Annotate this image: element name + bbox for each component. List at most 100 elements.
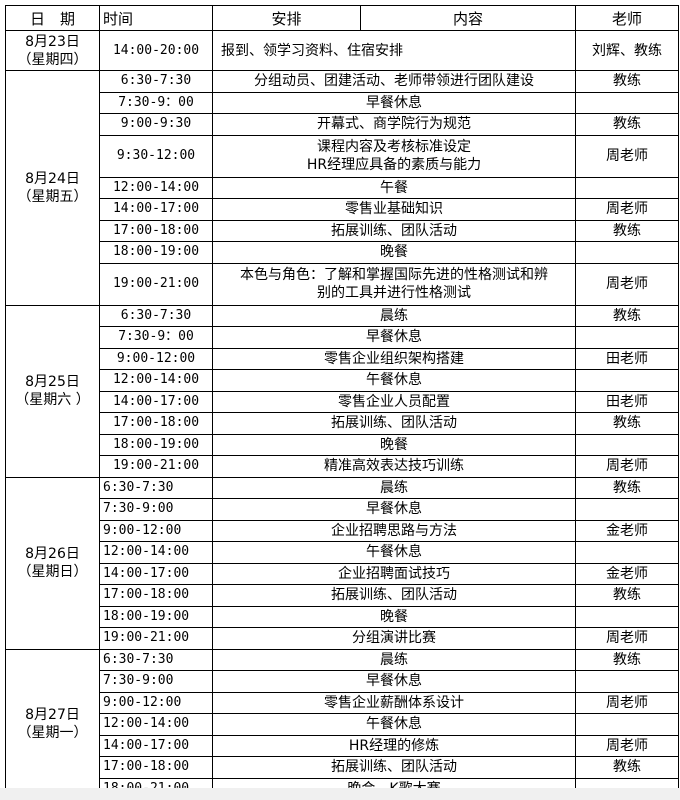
- content-line: 课程内容及考核标准设定: [317, 139, 471, 155]
- content-line: HR经理的修炼: [348, 737, 440, 754]
- table-row: 12:00-14:00 午餐休息: [6, 369, 679, 392]
- date-cell: 8月26日 （星期日）: [5, 476, 100, 650]
- content-line: 拓展训练、团队活动: [331, 759, 457, 776]
- content-cell: 拓展训练、团队活动: [212, 584, 576, 607]
- weekday-text: （星期一）: [17, 725, 88, 742]
- content-cell: 企业招聘思路与方法: [212, 519, 576, 542]
- weekday-text: （星期五）: [17, 188, 88, 205]
- teacher-cell: 教练: [575, 476, 679, 499]
- content-cell: 拓展训练、团队活动: [212, 412, 576, 435]
- teacher-cell: [575, 498, 679, 521]
- content-line: 分组演讲比赛: [352, 630, 436, 647]
- schedule-body: 8月23日 （星期四） 14:00-20:00 报到、领学习资料、住宿安排 刘辉、教练 8…: [5, 30, 679, 800]
- table-row: 17:00-18:00 拓展训练、团队活动 教练: [6, 756, 679, 779]
- table-row: 12:00-14:00 午餐休息: [6, 541, 679, 564]
- content-cell: 课程内容及考核标准设定 HR经理应具备的素质与能力: [212, 134, 576, 178]
- content-cell: HR经理的修炼: [212, 734, 576, 757]
- table-row: 9:00-9:30 开幕式、商学院行为规范 教练: [6, 113, 679, 136]
- weekday-text: （星期六 ）: [15, 392, 90, 408]
- table-row: 17:00-18:00 拓展训练、团队活动 教练: [6, 219, 679, 242]
- content-line: 拓展训练、团队活动: [331, 415, 457, 432]
- teacher-cell: [575, 369, 679, 392]
- teacher-cell: [575, 176, 679, 199]
- weekday-text: （星期日）: [17, 564, 88, 580]
- table-row: 14:00-17:00 企业招聘面试技巧 金老师: [6, 562, 679, 585]
- time-cell: 19:00-21:00: [99, 627, 213, 650]
- content-cell: 企业招聘面试技巧: [212, 562, 576, 585]
- table-row: 8月25日 （星期六 ） 6:30-7:30 晨练 教练: [5, 304, 679, 478]
- time-cell: 14:00-20:00: [99, 30, 213, 71]
- content-line: 零售业基础知识: [345, 201, 443, 218]
- content-line: 晨练: [380, 307, 408, 324]
- table-row: 9:00-12:00 零售企业组织架构搭建 田老师: [6, 347, 679, 370]
- time-cell: 19:00-21:00: [99, 455, 213, 478]
- content-cell: 晨练: [212, 476, 576, 499]
- content-cell: 晨练: [212, 648, 576, 671]
- content-cell: 早餐休息: [212, 91, 576, 114]
- date-cell: 8月23日 （星期四）: [5, 30, 100, 71]
- content-line: 本色与角色：了解和掌握国际先进的性格测试和辨: [240, 267, 548, 283]
- header-row: 日 期 时间 安排 内容 老师: [5, 5, 679, 31]
- time-cell: 7:30-9：00: [99, 91, 213, 114]
- table-row: 9:30-12:00 课程内容及考核标准设定 HR经理应具备的素质与能力 周老师: [6, 134, 679, 178]
- time-cell: 14:00-17:00: [99, 390, 213, 413]
- content-line: 晨练: [380, 651, 408, 668]
- teacher-cell: 教练: [575, 304, 679, 327]
- table-row: 8月27日 （星期一） 6:30-7:30 晨练 教练: [5, 648, 679, 800]
- time-cell: 6:30-7:30: [99, 304, 213, 327]
- time-cell: 6:30-7:30: [99, 70, 213, 93]
- teacher-cell: 金老师: [575, 519, 679, 542]
- teacher-cell: 教练: [575, 412, 679, 435]
- teacher-cell: [575, 713, 679, 736]
- teacher-cell: 周老师: [575, 455, 679, 478]
- teacher-cell: 周老师: [575, 262, 679, 306]
- content-cell: 晚餐: [212, 605, 576, 628]
- content-cell: 早餐休息: [212, 670, 576, 693]
- header-arrangement: 安排: [212, 5, 361, 31]
- content-line: 晚餐: [380, 436, 408, 453]
- time-cell: 14:00-17:00: [99, 734, 213, 757]
- time-cell: 19:00-21:00: [99, 262, 213, 306]
- time-cell: 17:00-18:00: [99, 219, 213, 242]
- content-line: 企业招聘面试技巧: [338, 565, 450, 582]
- table-row: 12:00-14:00 午餐休息: [6, 713, 679, 736]
- table-row: 19:00-21:00 分组演讲比赛 周老师: [6, 627, 679, 650]
- teacher-cell: [575, 541, 679, 564]
- content-cell: 精准高效表达技巧训练: [212, 455, 576, 478]
- content-cell: 零售企业薪酬体系设计: [212, 691, 576, 714]
- content-cell: 分组动员、团建活动、老师带领进行团队建设: [212, 70, 576, 93]
- time-cell: 7:30-9:00: [99, 498, 213, 521]
- content-cell: 拓展训练、团队活动: [212, 219, 576, 242]
- time-cell: 18:00-19:00: [99, 433, 213, 456]
- content-line: 午餐休息: [366, 544, 422, 561]
- content-cell: 开幕式、商学院行为规范: [212, 113, 576, 136]
- table-row: 18:00-19:00 晚餐: [6, 433, 679, 456]
- content-cell: 早餐休息: [212, 326, 576, 349]
- teacher-cell: 金老师: [575, 562, 679, 585]
- teacher-cell: 教练: [575, 584, 679, 607]
- date-cell: 8月24日 （星期五）: [5, 70, 100, 306]
- date-text: 8月24日: [25, 170, 80, 187]
- content-cell: 本色与角色：了解和掌握国际先进的性格测试和辨 别的工具并进行性格测试: [212, 262, 576, 306]
- teacher-cell: 教练: [575, 648, 679, 671]
- table-row: 8月24日 （星期五） 6:30-7:30 分组动员、团建活动、老师带领进行团队建设教…: [5, 70, 679, 306]
- content-line: 分组动员、团建活动、老师带领进行团队建设: [254, 73, 534, 90]
- teacher-cell: 刘辉、教练: [575, 30, 679, 71]
- content-cell: 零售企业人员配置: [212, 390, 576, 413]
- time-cell: 18:00-19:00: [99, 605, 213, 628]
- table-row: 9:00-12:00 企业招聘思路与方法 金老师: [6, 519, 679, 542]
- content-cell: 早餐休息: [212, 498, 576, 521]
- teacher-cell: 田老师: [575, 347, 679, 370]
- table-row: 17:00-18:00 拓展训练、团队活动 教练: [6, 412, 679, 435]
- content-cell: 零售企业组织架构搭建: [212, 347, 576, 370]
- content-line-2: HR经理应具备的素质与能力: [306, 157, 482, 173]
- content-line: 拓展训练、团队活动: [331, 222, 457, 239]
- content-cell: 晨练: [212, 304, 576, 327]
- content-line: 早餐休息: [366, 94, 422, 111]
- content-line: 午餐休息: [366, 716, 422, 733]
- teacher-cell: 教练: [575, 70, 679, 93]
- header-date: 日 期: [5, 5, 100, 31]
- table-row: 7:30-9：00 早餐休息: [6, 326, 679, 349]
- content-cell: 拓展训练、团队活动: [212, 756, 576, 779]
- content-cell: 午餐休息: [212, 369, 576, 392]
